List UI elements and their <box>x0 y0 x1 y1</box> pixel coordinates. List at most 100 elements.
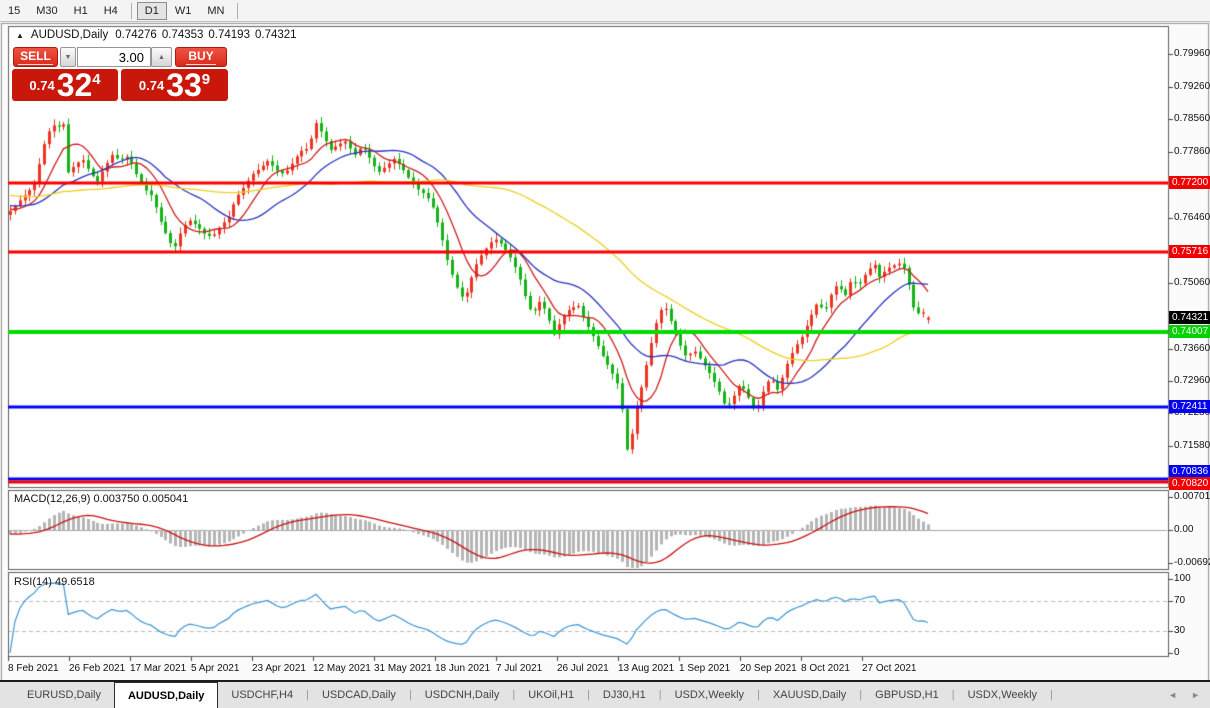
buy-button-label: BUY <box>186 49 216 65</box>
tab-separator: | <box>658 689 662 701</box>
tab-gbpusd-h1[interactable]: GBPUSD,H1 <box>875 689 939 701</box>
volume-increase-button[interactable]: ▲ <box>151 47 172 67</box>
volume-input[interactable] <box>77 47 151 67</box>
date-tick-label: 5 Apr 2021 <box>191 663 240 674</box>
timeframe-toolbar: 15 M30 H1 H4 D1 W1 MN <box>0 0 1210 22</box>
tab-usdcad-daily[interactable]: USDCAD,Daily <box>321 689 396 701</box>
low-value: 0.74193 <box>208 29 250 41</box>
tab-separator: | <box>757 689 760 701</box>
timeframe-h1[interactable]: H1 <box>73 4 88 17</box>
timeframe-buttons: 15 M30 H1 H4 D1 W1 MN <box>0 1 243 20</box>
buy-price-pip: 9 <box>201 71 211 88</box>
macd-tick-label: 0.00 <box>1174 524 1194 535</box>
date-tick-label: 18 Jun 2021 <box>435 663 491 674</box>
down-arrow-icon: ▼ <box>64 53 72 61</box>
date-tick-label: 27 Oct 2021 <box>862 663 917 674</box>
price-tick-label: 0.76460 <box>1174 211 1210 223</box>
tab-xauusd-daily[interactable]: XAUUSD,Daily <box>772 689 847 701</box>
chart-header: ▲ AUDUSD,Daily 0.74276 0.74353 0.74193 0.74… <box>16 29 302 41</box>
tab-usdx-weekly[interactable]: USDX,Weekly <box>674 689 745 701</box>
date-tick-label: 13 Aug 2021 <box>618 663 675 674</box>
tab-eurusd-daily[interactable]: EURUSD,Daily <box>27 689 101 701</box>
tab-usdx-weekly[interactable]: USDX,Weekly <box>967 689 1038 701</box>
close-value: 0.74321 <box>254 29 297 41</box>
tab-audusd-daily[interactable]: AUDUSD,Daily <box>113 682 219 708</box>
tab-scroll-left-icon[interactable]: ◄ <box>1168 690 1178 700</box>
timeframe-w1[interactable]: W1 <box>174 4 192 17</box>
tab-separator: | <box>587 689 590 701</box>
rsi-tick-label: 0 <box>1174 647 1180 658</box>
date-tick-label: 26 Feb 2021 <box>69 663 126 674</box>
tab-usdcnh-daily[interactable]: USDCNH,Daily <box>424 689 500 701</box>
rsi-indicator-label: RSI(14) 49.6518 <box>14 576 95 588</box>
date-tick-label: 8 Oct 2021 <box>801 663 850 674</box>
tab-ukoil-h1[interactable]: UKOil,H1 <box>528 689 575 701</box>
timeframe-mn[interactable]: MN <box>207 4 225 17</box>
price-tick-label: 0.75060 <box>1174 277 1210 289</box>
price-tick-label: 0.78560 <box>1174 113 1210 125</box>
timeframe-h4[interactable]: H4 <box>103 4 118 17</box>
sell-price-pip: 4 <box>92 71 101 88</box>
toolbar-separator <box>237 2 239 19</box>
rsi-tick-label: 30 <box>1174 624 1186 636</box>
tab-usdchf-h4[interactable]: USDCHF,H4 <box>231 689 294 701</box>
date-tick-label: 31 May 2021 <box>374 663 432 674</box>
date-tick-label: 7 Jul 2021 <box>496 663 543 674</box>
tab-scroll-right-icon[interactable]: ► <box>1191 690 1200 700</box>
up-arrow-icon: ▲ <box>158 53 165 61</box>
chart-tabs: EURUSD,Daily AUDUSD,Daily USDCHF,H4 | USDCAD… <box>14 682 1053 708</box>
timeframe-15[interactable]: 15 <box>8 4 21 17</box>
tab-separator: | <box>512 689 516 701</box>
tab-dj30-h1[interactable]: DJ30,H1 <box>602 689 646 701</box>
sell-button[interactable]: SELL <box>13 47 58 67</box>
collapse-panel-icon[interactable]: ▲ <box>16 30 24 40</box>
toolbar-separator <box>130 2 132 19</box>
date-tick-label: 23 Apr 2021 <box>252 663 306 674</box>
tab-separator: | <box>1050 689 1053 701</box>
price-tick-label: 0.71580 <box>1174 439 1210 451</box>
tab-separator: | <box>408 689 412 701</box>
tab-separator: | <box>859 689 863 701</box>
price-tick-label: 0.79260 <box>1174 80 1210 92</box>
sell-price-box[interactable]: 0.74 32 4 <box>12 69 118 101</box>
price-level-badge: 0.74321 <box>1169 310 1210 324</box>
price-level-badge: 0.74007 <box>1169 325 1210 339</box>
sell-button-label: SELL <box>18 49 53 65</box>
ohlc-values: 0.74276 0.74353 0.74193 0.74321 <box>115 29 301 41</box>
buy-button[interactable]: BUY <box>175 47 227 67</box>
date-tick-label: 20 Sep 2021 <box>740 663 797 674</box>
buy-price-box[interactable]: 0.74 33 9 <box>121 69 228 101</box>
price-tick-label: 0.77860 <box>1174 146 1210 158</box>
rsi-tick-label: 100 <box>1174 573 1191 584</box>
rsi-tick-label: 70 <box>1174 595 1186 607</box>
symbol-label: AUDUSD,Daily <box>30 29 109 41</box>
price-tick-label: 0.79960 <box>1174 47 1210 59</box>
open-value: 0.74276 <box>115 29 157 41</box>
tab-separator: | <box>951 689 955 701</box>
volume-decrease-button[interactable]: ▼ <box>60 47 76 67</box>
tab-separator: | <box>306 689 309 701</box>
chart-tab-bar: EURUSD,Daily AUDUSD,Daily USDCHF,H4 | USDCAD… <box>0 680 1210 708</box>
price-level-badge: 0.77200 <box>1169 176 1210 189</box>
price-tick-label: 0.73660 <box>1174 342 1210 354</box>
timeframe-m30[interactable]: M30 <box>36 4 58 17</box>
date-tick-label: 12 May 2021 <box>313 663 371 674</box>
high-value: 0.74353 <box>161 29 204 41</box>
price-tick-label: 0.72960 <box>1174 375 1210 387</box>
sell-price-big: 32 <box>56 67 93 103</box>
buy-price-prefix: 0.74 <box>138 78 165 93</box>
timeframe-d1[interactable]: D1 <box>136 1 167 20</box>
price-level-badge: 0.70836 <box>1169 464 1210 478</box>
price-level-badge: 0.70820 <box>1169 477 1210 491</box>
macd-tick-label: 0.007015 <box>1174 491 1210 502</box>
date-tick-label: 26 Jul 2021 <box>557 663 609 674</box>
macd-indicator-label: MACD(12,26,9) 0.003750 0.005041 <box>14 493 189 505</box>
tab-scroll-arrows: ◄ ► <box>1168 682 1200 708</box>
macd-tick-label: -0.006923 <box>1174 556 1210 568</box>
buy-price-big: 33 <box>166 67 202 103</box>
date-tick-label: 1 Sep 2021 <box>679 663 731 674</box>
date-tick-label: 17 Mar 2021 <box>130 663 187 674</box>
date-tick-label: 8 Feb 2021 <box>8 663 59 674</box>
